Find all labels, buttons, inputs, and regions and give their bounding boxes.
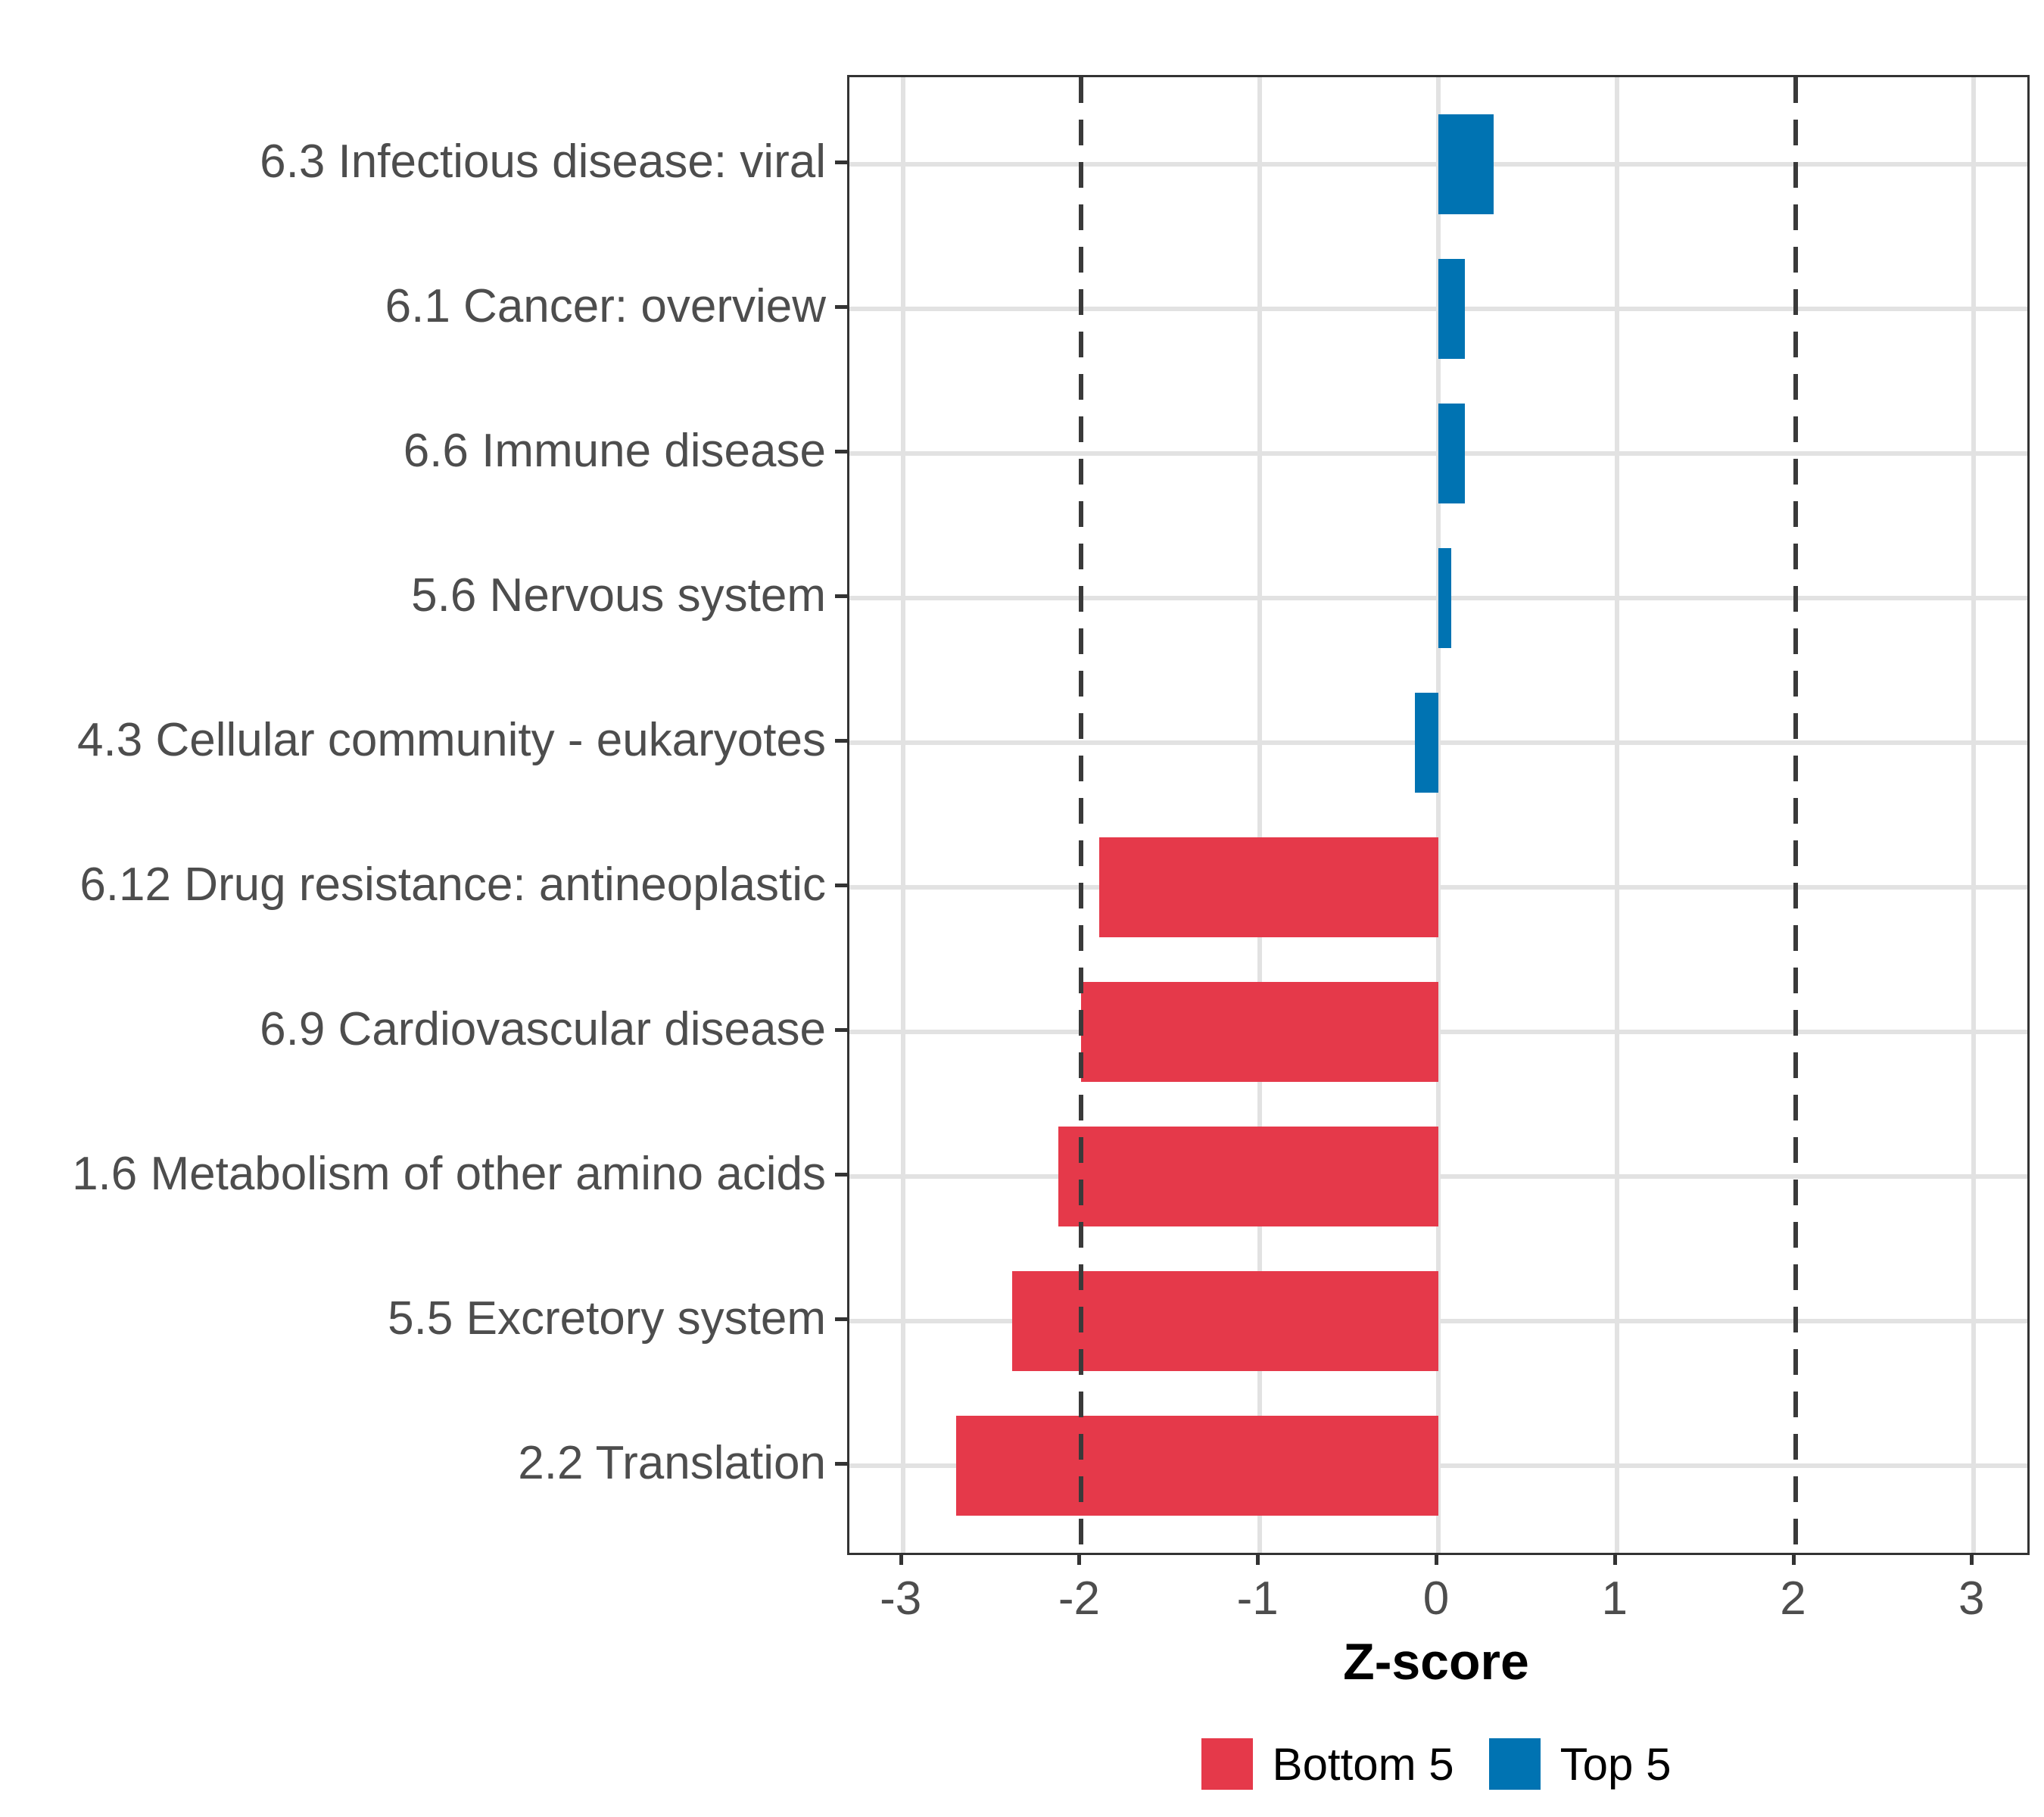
x-tick-label: -1 xyxy=(1236,1572,1279,1625)
vertical-gridline xyxy=(1971,77,1977,1553)
bar-1-6-metabolism-of-other-amino-acids xyxy=(1058,1127,1438,1227)
category-label: 6.12 Drug resistance: antineoplastic xyxy=(79,859,826,912)
x-tick-label: -2 xyxy=(1058,1572,1101,1625)
category-label: 4.3 Cellular community - eukaryotes xyxy=(77,713,826,766)
bar-6-6-immune-disease xyxy=(1438,403,1466,503)
category-label: 6.1 Cancer: overview xyxy=(385,279,826,332)
bar-6-3-infectious-disease-viral xyxy=(1438,114,1494,214)
category-label: 5.5 Excretory system xyxy=(388,1292,826,1345)
category-label: 6.3 Infectious disease: viral xyxy=(260,135,826,188)
category-label: 2.2 Translation xyxy=(518,1437,826,1490)
category-label: 1.6 Metabolism of other amino acids xyxy=(72,1148,826,1201)
x-tick-label: 0 xyxy=(1422,1572,1450,1625)
bar-5-6-nervous-system xyxy=(1438,547,1451,648)
plot-panel xyxy=(847,75,2030,1555)
legend-label: Top 5 xyxy=(1559,1738,1672,1790)
y-tick-mark xyxy=(835,304,847,309)
y-tick-mark xyxy=(835,594,847,598)
x-tick-label: 3 xyxy=(1958,1572,1985,1625)
y-tick-mark xyxy=(835,1317,847,1322)
x-tick-mark xyxy=(1791,1553,1796,1565)
x-tick-mark xyxy=(899,1553,903,1565)
vertical-gridline xyxy=(1436,77,1441,1553)
x-tick-mark xyxy=(1077,1553,1082,1565)
x-tick-mark xyxy=(1435,1553,1438,1565)
category-label: 6.9 Cardiovascular disease xyxy=(260,1003,826,1056)
vertical-gridline xyxy=(1257,77,1263,1553)
y-tick-mark xyxy=(835,1028,847,1033)
category-label: 6.6 Immune disease xyxy=(403,424,826,477)
reference-line-z-2 xyxy=(1079,77,1084,1553)
x-tick-label: 1 xyxy=(1601,1572,1628,1625)
bar-6-9-cardiovascular-disease xyxy=(1081,982,1438,1083)
bar-4-3-cellular-community-eukaryotes xyxy=(1415,692,1438,793)
x-tick-mark xyxy=(1970,1553,1974,1565)
y-tick-mark xyxy=(835,449,847,453)
legend: Bottom 5 Top 5 xyxy=(847,1730,2025,1798)
legend-swatch-top-5 xyxy=(1488,1738,1541,1790)
bar-2-2-translation xyxy=(956,1416,1438,1516)
x-tick-label: 2 xyxy=(1780,1572,1806,1625)
bar-5-5-excretory-system xyxy=(1011,1271,1438,1372)
y-tick-mark xyxy=(835,738,847,743)
bar-6-12-drug-resistance-antineoplastic xyxy=(1099,837,1438,938)
y-tick-mark xyxy=(835,884,847,888)
vertical-gridline xyxy=(1614,77,1619,1553)
bar-6-1-cancer-overview xyxy=(1438,258,1466,359)
reference-line-z2 xyxy=(1793,77,1798,1553)
y-tick-mark xyxy=(835,1173,847,1177)
vertical-gridline xyxy=(900,77,905,1553)
legend-label: Bottom 5 xyxy=(1272,1738,1454,1790)
y-tick-mark xyxy=(835,1462,847,1466)
x-tick-mark xyxy=(1612,1553,1617,1565)
legend-swatch-bottom-5 xyxy=(1201,1738,1253,1790)
x-tick-mark xyxy=(1256,1553,1260,1565)
x-axis-title: Z-score xyxy=(1343,1633,1529,1691)
x-tick-label: -3 xyxy=(880,1572,922,1625)
category-label: 5.6 Nervous system xyxy=(411,569,826,622)
y-tick-mark xyxy=(835,160,847,164)
